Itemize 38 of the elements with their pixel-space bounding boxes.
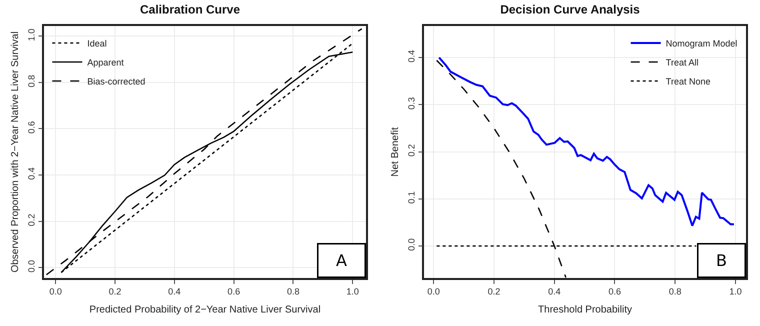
x-tick-label: 0.4 [168, 286, 181, 297]
x-tick-label: 0.8 [286, 286, 300, 297]
legend-label: Bias-corrected [87, 76, 146, 87]
y-tick-label: 0.3 [406, 97, 417, 110]
y-tick-label: 1.0 [26, 28, 37, 42]
x-tick-label: 1.0 [346, 286, 359, 297]
legend-label: Treat All [666, 58, 698, 68]
chart-title: Calibration Curve [140, 2, 240, 16]
x-tick-label: 0.0 [49, 286, 62, 297]
legend-label: Nomogram Model [666, 38, 738, 49]
chart-title: Decision Curve Analysis [500, 2, 640, 16]
x-tick-label: 0.2 [488, 286, 500, 297]
y-tick-label: 0.0 [406, 238, 417, 251]
y-tick-label: 0.8 [26, 74, 37, 88]
y-tick-label: 0.4 [26, 167, 37, 180]
x-tick-label: 1.0 [729, 286, 742, 297]
x-tick-label: 0.6 [608, 286, 621, 297]
annotation: B [716, 251, 727, 270]
annotation: A [336, 251, 347, 270]
y-tick-label: 0.6 [26, 121, 37, 134]
legend-label: Ideal [87, 38, 107, 49]
legend-label: Apparent [87, 58, 124, 68]
x-tick-label: 0.6 [228, 286, 240, 297]
x-tick-label: 0.0 [427, 286, 440, 297]
x-tick-label: 0.2 [108, 286, 122, 297]
y-tick-label: 0.4 [406, 50, 417, 62]
y-tick-label: 0.0 [26, 260, 37, 272]
y-tick-label: 0.2 [406, 144, 417, 157]
legend-label: Treat None [666, 76, 710, 87]
y-tick-label: 0.1 [406, 191, 417, 204]
x-tick-label: 0.8 [668, 286, 682, 297]
x-axis-title: Predicted Probability of 2−Year Native Liver Survival [89, 304, 321, 316]
y-axis-title: Net Benefit [390, 127, 402, 177]
y-axis-title: Observed Proportion with 2−Year Native Liver Survival [10, 31, 22, 273]
y-tick-label: 0.2 [26, 214, 37, 226]
x-axis-title: Threshold Probability [538, 304, 632, 316]
line-series [438, 56, 735, 227]
x-tick-label: 0.4 [548, 286, 561, 297]
